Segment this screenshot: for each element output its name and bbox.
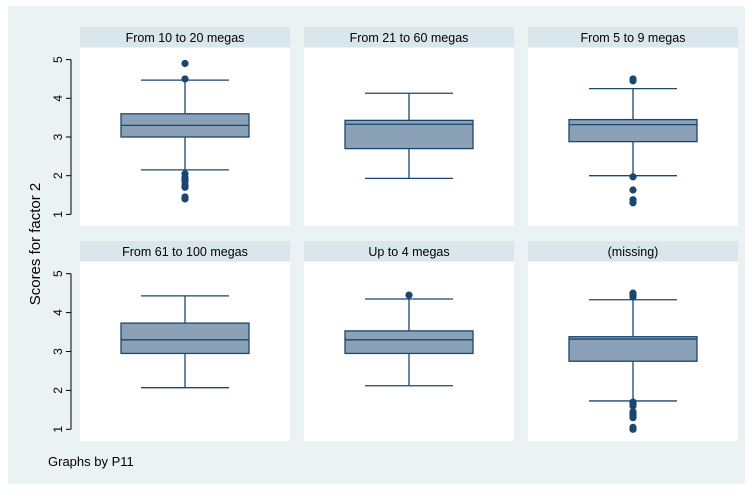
panel-2: From 21 to 60 megas (304, 27, 514, 226)
outlier-point (629, 402, 637, 410)
panel-5: Up to 4 megas (304, 241, 514, 441)
outlier-point (181, 195, 189, 203)
y-tick-label: 2 (51, 172, 65, 179)
y-tick-label: 3 (51, 133, 65, 140)
iqr-box (120, 322, 250, 355)
graphs-by-note: Graphs by P11 (48, 454, 134, 469)
outlier-point (629, 414, 637, 422)
outlier-point (181, 183, 189, 191)
panel-title: Up to 4 megas (368, 245, 449, 259)
iqr-box (344, 119, 474, 150)
y-axis-label: Scores for factor 2 (27, 183, 44, 306)
y-tick-label: 1 (51, 211, 65, 218)
outlier-point (181, 59, 189, 68)
panels-layer: From 10 to 20 megas 1 2 3 4 5 From 21 to 60 me… (51, 27, 738, 441)
panel-4: From 61 to 100 megas 1 2 3 4 5 (51, 241, 290, 441)
panel-6: (missing) (528, 241, 738, 441)
iqr-box (344, 330, 474, 355)
panel-title: From 61 to 100 megas (122, 245, 248, 259)
y-tick-label: 3 (51, 348, 65, 355)
panel-3: From 5 to 9 megas (528, 27, 738, 226)
panel-title: (missing) (608, 245, 659, 259)
panel-header (528, 27, 738, 47)
panel-title: From 10 to 20 megas (126, 31, 245, 45)
outlier-point (181, 75, 189, 83)
iqr-box (568, 118, 698, 143)
outlier-point (629, 425, 637, 433)
panel-header (304, 27, 514, 47)
outlier-point (629, 77, 637, 85)
outlier-point (405, 291, 413, 299)
y-tick-label: 4 (51, 95, 65, 102)
iqr-box (568, 336, 698, 362)
y-tick-label: 1 (51, 426, 65, 433)
panel-title: From 5 to 9 megas (581, 31, 686, 45)
y-tick-label: 5 (51, 270, 65, 277)
panel-header (528, 241, 738, 261)
outlier-point (629, 199, 637, 207)
y-tick-label: 4 (51, 309, 65, 316)
outlier-point (629, 293, 637, 301)
panel-header (304, 241, 514, 261)
panel-header (80, 27, 290, 47)
y-tick-label: 5 (51, 56, 65, 63)
y-tick-label: 2 (51, 387, 65, 394)
outlier-point (629, 186, 637, 194)
panel-header (80, 241, 290, 261)
panel-title: From 21 to 60 megas (350, 31, 469, 45)
panel-1: From 10 to 20 megas 1 2 3 4 5 (51, 27, 290, 226)
outlier-point (629, 173, 637, 181)
